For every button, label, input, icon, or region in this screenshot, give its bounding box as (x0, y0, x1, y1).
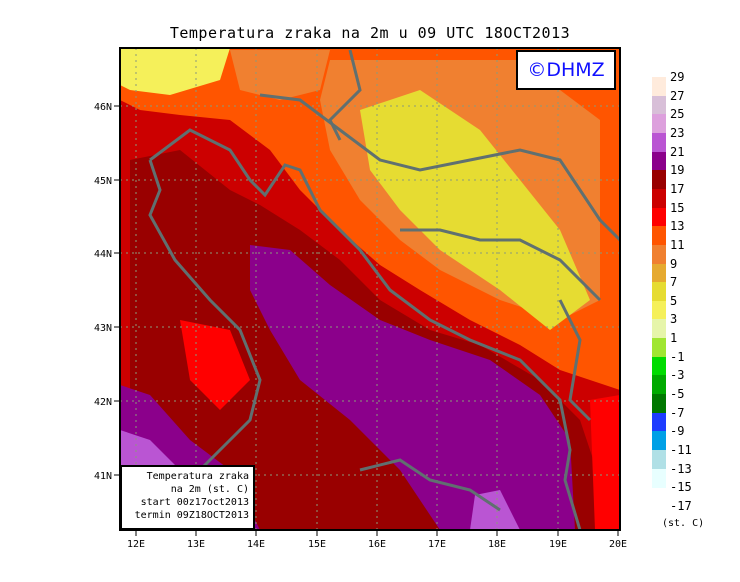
lon-tick-label: 17E (428, 539, 446, 550)
lat-tick-label: 46N (94, 102, 112, 113)
nw-yellow-area (120, 48, 230, 95)
lat-tick-label: 43N (94, 323, 112, 334)
legend-label: 17 (670, 181, 685, 196)
legend-label: 13 (670, 219, 685, 234)
legend-label: 3 (670, 312, 678, 327)
lat-tick-label: 44N (94, 249, 112, 260)
lon-tick-label: 20E (609, 539, 627, 550)
axis-ticks (114, 105, 619, 536)
italy-red-area (180, 320, 250, 410)
legend-color-box (652, 300, 666, 320)
lon-tick-label: 19E (549, 539, 567, 550)
legend-color-box (652, 412, 666, 432)
sea-purple-area (250, 245, 575, 530)
legend-color-box (652, 431, 666, 451)
legend-label: -17 (670, 498, 692, 513)
lat-tick-label: 45N (94, 176, 112, 187)
legend-color-box (652, 244, 666, 264)
legend-color-box (652, 95, 666, 115)
legend-label: 15 (670, 200, 685, 215)
lon-tick-label: 12E (127, 539, 145, 550)
lon-tick-label: 18E (488, 539, 506, 550)
legend-color-box (652, 282, 666, 302)
legend-color-box (652, 114, 666, 134)
legend-color-box (652, 188, 666, 209)
legend-label: -5 (670, 387, 685, 402)
info-line: na 2m (st. C) (170, 484, 249, 495)
legend-label: -3 (670, 368, 685, 383)
legend-unit: (st. C) (662, 518, 705, 529)
legend-color-box (652, 338, 666, 358)
legend-label: -7 (670, 405, 685, 420)
legend-color-box (652, 356, 666, 376)
north-orange-area (230, 50, 330, 100)
lat-tick-label: 41N (94, 471, 112, 482)
info-line: Temperatura zraka (146, 471, 249, 482)
legend-color-box (652, 263, 666, 283)
info-line: start 00z17oct2013 (140, 497, 249, 508)
legend-label: 21 (670, 144, 685, 159)
lon-tick-label: 13E (187, 539, 205, 550)
legend-label: -13 (670, 461, 692, 476)
legend-color-box (652, 207, 666, 227)
map-title: Temperatura zraka na 2m u 09 UTC 18OCT20… (169, 24, 571, 42)
legend-label: 29 (670, 70, 685, 84)
legend-label: 23 (670, 125, 685, 140)
lon-tick-label: 15E (308, 539, 326, 550)
dhmz-logo: ©DHMZ (516, 50, 616, 90)
legend-label: 25 (670, 107, 685, 122)
legend-label: 27 (670, 88, 685, 103)
legend-label: 11 (670, 237, 685, 252)
legend-color-box (652, 375, 666, 395)
lon-tick-label: 16E (368, 539, 386, 550)
legend-color-box (652, 77, 666, 97)
legend-color-box (652, 170, 666, 190)
inland-yellow-area (360, 90, 590, 330)
legend-color-box (652, 151, 666, 171)
legend-label: -1 (670, 349, 685, 364)
info-line: termin 09Z18OCT2013 (134, 510, 249, 521)
legend-label: -15 (670, 480, 692, 495)
legend-label: -11 (670, 443, 692, 457)
legend-color-box (652, 319, 666, 339)
legend-label: 9 (670, 256, 678, 271)
legend-label: -9 (670, 424, 685, 439)
legend-label: 7 (670, 275, 678, 290)
lat-tick-label: 42N (94, 397, 112, 408)
legend-color-box (652, 226, 666, 246)
legend-color-box (652, 450, 666, 470)
legend-color-box (652, 468, 666, 488)
lon-tick-label: 14E (247, 539, 265, 550)
info-box: Temperatura zraka na 2m (st. C) start 00… (120, 465, 255, 530)
gridlines (120, 48, 620, 530)
legend-label: 5 (670, 293, 678, 308)
legend-color-box (652, 132, 666, 153)
legend-label: 19 (670, 163, 685, 178)
legend-color-box (652, 394, 666, 414)
southeast-red-area (590, 395, 620, 530)
legend-label: 1 (670, 331, 678, 346)
plot-frame (119, 47, 621, 531)
